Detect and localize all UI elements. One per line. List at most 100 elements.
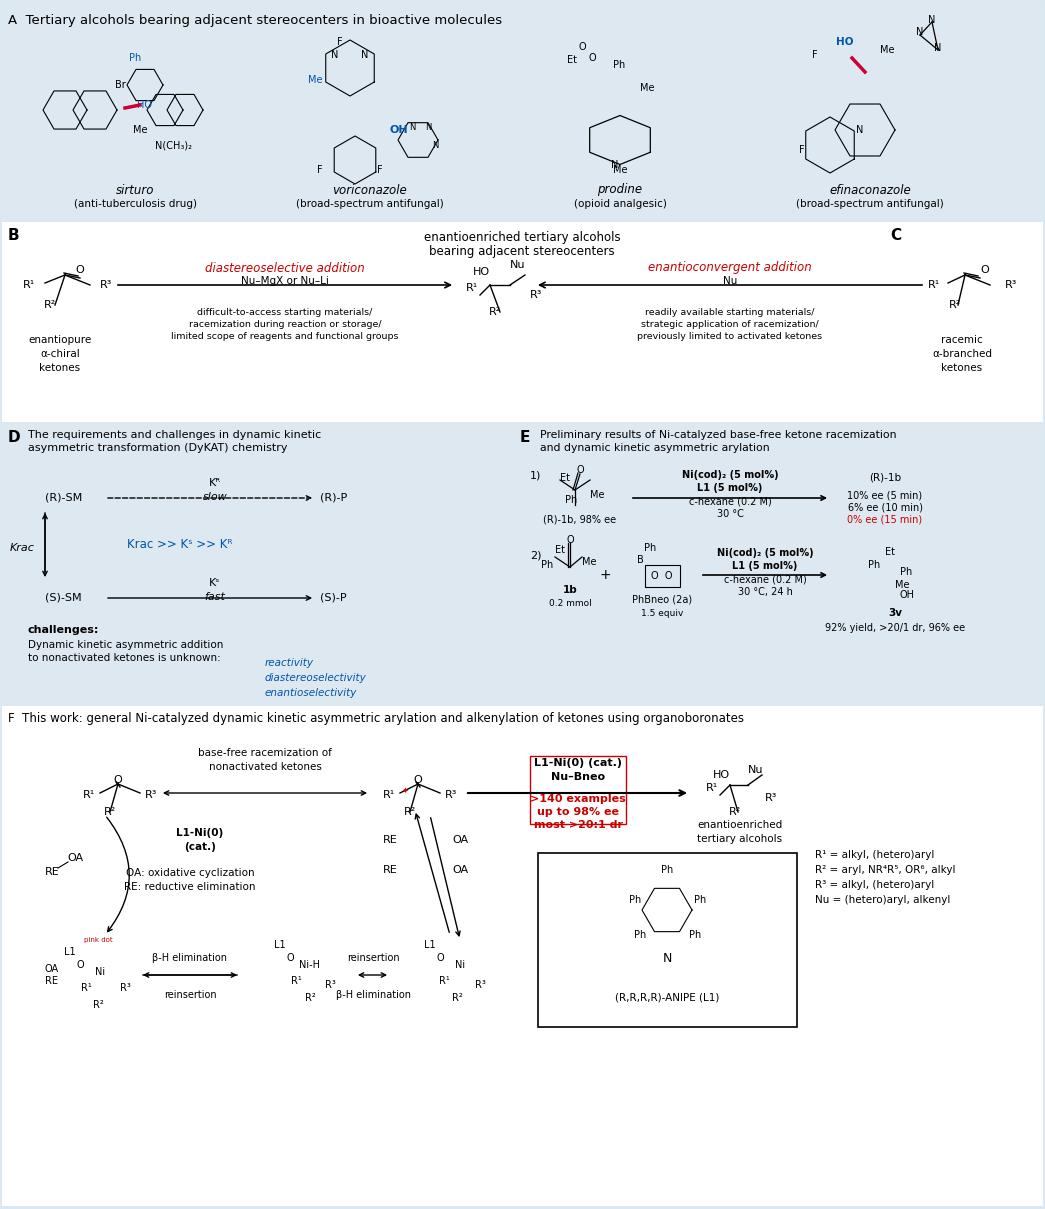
Text: Me: Me xyxy=(880,45,895,54)
Text: Krac: Krac xyxy=(9,543,34,553)
Text: 30 °C, 24 h: 30 °C, 24 h xyxy=(738,588,792,597)
Text: Me: Me xyxy=(133,125,147,135)
Text: N: N xyxy=(611,160,619,170)
Text: +: + xyxy=(599,568,611,582)
Text: 10% ee (5 min): 10% ee (5 min) xyxy=(847,491,923,501)
Text: R³: R³ xyxy=(475,980,486,990)
Text: efinaconazole: efinaconazole xyxy=(829,184,911,197)
Text: R¹ = alkyl, (hetero)aryl: R¹ = alkyl, (hetero)aryl xyxy=(815,850,934,860)
Text: c-hexane (0.2 M): c-hexane (0.2 M) xyxy=(723,574,807,584)
Text: slow: slow xyxy=(203,492,228,502)
Text: bearing adjacent stereocenters: bearing adjacent stereocenters xyxy=(429,245,614,259)
Text: 1b: 1b xyxy=(562,585,578,595)
Text: R²: R² xyxy=(93,1000,103,1010)
Text: E: E xyxy=(520,430,531,445)
Text: R²: R² xyxy=(949,300,961,310)
FancyBboxPatch shape xyxy=(538,854,797,1026)
Text: O: O xyxy=(75,265,85,274)
Text: L1: L1 xyxy=(64,947,76,958)
Text: B: B xyxy=(8,229,20,243)
Text: OA: oxidative cyclization
RE: reductive elimination: OA: oxidative cyclization RE: reductive … xyxy=(124,868,256,891)
Text: L1-Ni(0) (cat.)
Nu–Bneo: L1-Ni(0) (cat.) Nu–Bneo xyxy=(534,758,622,781)
Text: HO: HO xyxy=(473,267,490,277)
Text: Me: Me xyxy=(582,557,597,567)
Text: R³: R³ xyxy=(120,983,131,993)
Text: O: O xyxy=(76,960,84,970)
Text: (S)-SM: (S)-SM xyxy=(45,592,82,603)
Text: Ph: Ph xyxy=(565,494,577,505)
Text: O  O: O O xyxy=(651,571,673,582)
Text: R¹: R¹ xyxy=(439,976,450,987)
Text: Ph: Ph xyxy=(900,567,912,577)
Text: C: C xyxy=(890,229,901,243)
Text: R¹: R¹ xyxy=(83,789,95,800)
FancyBboxPatch shape xyxy=(540,855,795,1025)
Text: R¹: R¹ xyxy=(82,983,92,993)
Text: pink dot: pink dot xyxy=(84,937,112,943)
Text: (R,R,R,R)-ANIPE (L1): (R,R,R,R)-ANIPE (L1) xyxy=(614,993,719,1003)
Text: difficult-to-access starting materials/
racemization during reaction or storage/: difficult-to-access starting materials/ … xyxy=(171,308,399,341)
Text: OA: OA xyxy=(451,835,468,845)
Text: R¹: R¹ xyxy=(466,283,478,293)
Text: R³: R³ xyxy=(325,980,335,990)
Text: R²: R² xyxy=(728,806,741,817)
Text: N(CH₃)₂: N(CH₃)₂ xyxy=(155,140,192,150)
Text: L1 (5 mol%): L1 (5 mol%) xyxy=(697,484,763,493)
Text: R¹: R¹ xyxy=(705,783,718,793)
Text: OA: OA xyxy=(67,854,83,863)
Text: Ni: Ni xyxy=(95,967,106,977)
Text: Nu = (hetero)aryl, alkenyl: Nu = (hetero)aryl, alkenyl xyxy=(815,895,950,906)
Text: O: O xyxy=(286,953,294,964)
Text: O: O xyxy=(980,265,990,274)
Text: N: N xyxy=(916,27,924,37)
Text: base-free racemization of
nonactivated ketones: base-free racemization of nonactivated k… xyxy=(199,748,332,771)
Text: R³ = alkyl, (hetero)aryl: R³ = alkyl, (hetero)aryl xyxy=(815,880,934,890)
Text: fast: fast xyxy=(205,592,226,602)
Text: Ni(cod)₂ (5 mol%): Ni(cod)₂ (5 mol%) xyxy=(717,548,813,559)
Text: Ph: Ph xyxy=(612,60,625,70)
Text: F: F xyxy=(377,164,382,175)
Text: 0.2 mmol: 0.2 mmol xyxy=(549,598,591,607)
Text: N: N xyxy=(409,123,415,133)
Text: Ni-H: Ni-H xyxy=(300,960,321,970)
Text: Ph: Ph xyxy=(867,560,880,569)
Text: N: N xyxy=(928,15,935,25)
Text: A  Tertiary alcohols bearing adjacent stereocenters in bioactive molecules: A Tertiary alcohols bearing adjacent ste… xyxy=(8,15,503,27)
Text: R³: R³ xyxy=(1005,280,1018,290)
Text: F: F xyxy=(812,50,818,60)
Text: enantioenriched
tertiary alcohols: enantioenriched tertiary alcohols xyxy=(697,821,783,844)
Text: Kˢ: Kˢ xyxy=(209,578,220,588)
Text: R²: R² xyxy=(44,300,56,310)
Text: (S)-P: (S)-P xyxy=(320,592,347,603)
Text: R²: R² xyxy=(103,806,116,817)
Text: β-H elimination: β-H elimination xyxy=(335,990,411,1000)
FancyBboxPatch shape xyxy=(2,2,1043,220)
Text: F: F xyxy=(799,145,805,155)
Text: Nu: Nu xyxy=(723,276,737,287)
Text: Nu: Nu xyxy=(748,765,764,775)
Text: Br: Br xyxy=(115,80,125,89)
Text: racemic
α-branched
ketones: racemic α-branched ketones xyxy=(932,335,992,374)
Text: 30 °C: 30 °C xyxy=(717,509,743,519)
Text: Kᴿ: Kᴿ xyxy=(209,478,222,488)
Text: (R)-1b, 98% ee: (R)-1b, 98% ee xyxy=(543,515,617,525)
Text: N: N xyxy=(856,125,863,135)
Text: Ph: Ph xyxy=(129,53,141,63)
Text: N: N xyxy=(663,951,672,965)
Text: B: B xyxy=(636,555,644,565)
Text: Et: Et xyxy=(560,473,570,484)
Text: enantioenriched tertiary alcohols: enantioenriched tertiary alcohols xyxy=(423,231,621,244)
Text: c-hexane (0.2 M): c-hexane (0.2 M) xyxy=(689,496,771,507)
Text: (broad-spectrum antifungal): (broad-spectrum antifungal) xyxy=(796,199,944,209)
Text: R²: R² xyxy=(305,993,316,1003)
Text: Ph: Ph xyxy=(644,543,656,553)
Text: (broad-spectrum antifungal): (broad-spectrum antifungal) xyxy=(296,199,444,209)
Text: 2): 2) xyxy=(530,550,541,560)
Text: R¹: R¹ xyxy=(382,789,395,800)
Text: RE: RE xyxy=(45,867,60,877)
Text: R³: R³ xyxy=(445,789,458,800)
Text: O: O xyxy=(566,536,574,545)
Text: 1): 1) xyxy=(530,472,541,481)
Text: RE: RE xyxy=(382,864,397,875)
Text: OH: OH xyxy=(900,590,915,600)
